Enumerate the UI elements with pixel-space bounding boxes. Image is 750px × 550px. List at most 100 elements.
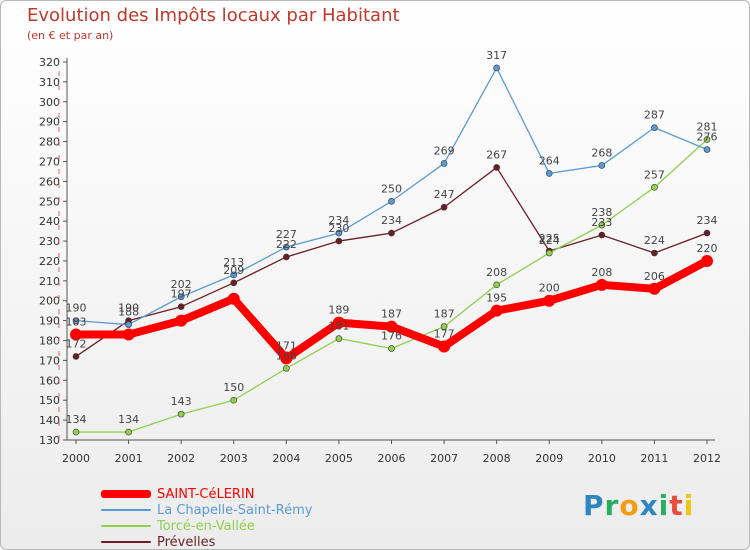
y-tick-label: 280 (39, 136, 60, 149)
data-point (230, 279, 238, 287)
legend-swatch (101, 490, 151, 498)
data-point (440, 323, 448, 330)
proxiti-logo: Proxiti (583, 489, 694, 522)
y-tick-label: 320 (39, 56, 60, 69)
data-label: 150 (223, 381, 244, 394)
data-point (388, 197, 395, 205)
data-point (283, 243, 290, 251)
data-label: 208 (591, 266, 612, 279)
x-tick-label: 2011 (640, 452, 668, 465)
x-tick-label: 2003 (220, 452, 248, 465)
y-tick-label: 290 (39, 116, 60, 129)
data-point (598, 231, 606, 239)
data-label: 281 (697, 121, 718, 134)
data-label: 276 (697, 131, 718, 144)
data-point (280, 352, 293, 365)
y-tick-label: 310 (39, 76, 60, 89)
data-point (598, 221, 606, 229)
data-point (72, 353, 80, 360)
legend-item: Torcé-en-Vallée (101, 518, 312, 534)
y-tick-label: 210 (39, 275, 60, 288)
data-point (388, 229, 395, 237)
data-label: 176 (381, 329, 402, 342)
data-label: 181 (328, 320, 349, 333)
data-point (283, 365, 290, 372)
x-tick-label: 2006 (378, 452, 406, 465)
data-point (332, 316, 345, 329)
data-label: 190 (118, 302, 139, 315)
data-label: 224 (539, 234, 560, 247)
data-label: 187 (434, 308, 455, 321)
data-label: 234 (381, 214, 402, 227)
data-point (177, 303, 185, 311)
data-point (651, 249, 658, 257)
data-label: 183 (66, 316, 87, 329)
data-point (335, 335, 343, 342)
data-point (72, 317, 80, 324)
x-tick-label: 2001 (115, 452, 143, 465)
data-point (440, 203, 448, 211)
data-point (490, 304, 503, 317)
data-point (125, 321, 132, 328)
data-label: 234 (328, 214, 349, 227)
y-tick-label: 200 (39, 295, 60, 308)
data-label: 189 (328, 304, 349, 317)
data-point (703, 229, 711, 237)
y-tick-label: 300 (39, 96, 60, 109)
data-point (335, 229, 343, 237)
legend-swatch (101, 509, 151, 511)
data-label: 267 (486, 148, 507, 161)
data-point (177, 410, 185, 418)
data-point (703, 146, 711, 153)
data-label: 238 (591, 206, 612, 219)
data-label: 200 (539, 282, 560, 295)
data-label: 209 (223, 264, 244, 277)
legend-swatch (101, 525, 151, 527)
data-label: 187 (381, 308, 402, 321)
y-tick-label: 190 (39, 315, 60, 328)
y-tick-label: 130 (39, 434, 60, 447)
y-tick-label: 170 (39, 354, 60, 367)
legend-item: Prévelles (101, 534, 312, 550)
data-label: 227 (276, 228, 297, 241)
logo-letter: t (669, 489, 684, 522)
data-point (227, 292, 240, 305)
data-label: 317 (486, 49, 507, 62)
x-tick-label: 2005 (325, 452, 353, 465)
legend: SAINT-CéLERIN La Chapelle-Saint-Rémy Torcé… (101, 486, 312, 550)
data-point (651, 124, 658, 131)
legend-label: Torcé-en-Vallée (157, 518, 255, 534)
y-tick-label: 260 (39, 175, 60, 188)
x-tick-label: 2008 (483, 452, 511, 465)
series-layer (70, 64, 713, 436)
data-point (545, 170, 553, 177)
data-label: 134 (66, 413, 87, 426)
data-point (545, 249, 553, 257)
data-label: 269 (434, 144, 455, 157)
data-label: 195 (486, 292, 507, 305)
x-tick-label: 2002 (167, 452, 195, 465)
data-point (335, 237, 343, 245)
y-tick-label: 240 (39, 215, 60, 228)
chart-subtitle: (en € et par an) (27, 29, 114, 42)
logo-letter: P (583, 489, 605, 522)
data-label: 268 (591, 146, 612, 159)
data-label: 166 (276, 349, 297, 362)
data-label: 247 (434, 188, 455, 201)
data-point (438, 340, 451, 353)
data-label: 233 (591, 216, 612, 229)
legend-label: Prévelles (157, 534, 216, 550)
y-tick-label: 140 (39, 414, 60, 427)
data-label: 264 (539, 154, 560, 167)
x-tick-label: 2012 (693, 452, 721, 465)
axes: 130 140 150 160 170 180 190 200 210 220 230 240 250 2… (39, 56, 721, 465)
data-label: 222 (276, 238, 297, 251)
data-point (388, 345, 395, 352)
data-point (283, 253, 290, 261)
y-tick-label: 150 (39, 394, 60, 407)
data-label: 188 (118, 306, 139, 319)
data-point (440, 160, 448, 167)
data-point (701, 254, 713, 267)
data-point (703, 136, 711, 143)
